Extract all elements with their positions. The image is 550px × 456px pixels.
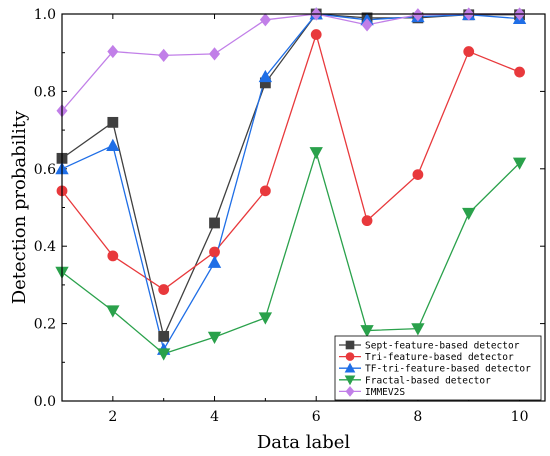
data-point-series-2 [310,29,322,40]
x-tick-label: 6 [312,409,321,425]
data-point-series-5 [412,8,424,22]
x-tick-label: 4 [210,409,219,425]
legend-entry-label: IMMEV2S [365,387,405,398]
data-point-series-4 [207,331,222,344]
data-point-series-4 [258,312,273,325]
x-tick-label: 8 [413,409,422,425]
legend-marker [345,352,355,361]
data-point-series-5 [361,18,373,32]
data-point-series-2 [412,169,424,181]
data-point-series-5 [107,44,119,59]
data-point-series-4 [360,325,374,338]
data-point-series-2 [107,250,119,262]
y-tick-label: 1.0 [34,7,56,23]
data-point-series-1 [209,217,220,229]
series-markers [55,7,527,361]
data-point-series-2 [158,284,170,295]
series-lines [61,13,521,355]
data-point-series-2 [209,246,220,258]
legend-marker [345,386,355,397]
legend: Sept-feature-based detectorTri-feature-b… [334,335,542,401]
data-point-series-2 [259,185,271,197]
legend-entry-label: Fractal-based detector [365,375,491,386]
data-point-series-3 [258,69,273,83]
legend-entry-label: Sept-feature-based detector [365,341,520,352]
data-point-series-1 [107,116,119,128]
series-line-3 [61,13,520,352]
legend-marker [344,362,356,373]
legend-marker [345,340,355,350]
series-line-1 [61,13,520,339]
data-point-series-4 [462,207,476,221]
data-point-series-2 [361,215,373,227]
legend-marker [344,375,356,386]
legend-entry-label: Tri-feature-based detector [365,352,514,363]
data-point-series-4 [411,323,425,336]
data-point-series-2 [463,46,475,57]
data-point-series-1 [158,330,170,342]
series-line-4 [61,150,521,355]
y-tick-label: 0.8 [34,84,56,100]
y-tick-label: 0.6 [34,162,56,178]
data-point-series-4 [106,305,120,318]
legend-entry-label: TF-tri-feature-based detector [365,364,531,375]
data-point-series-5 [259,13,271,27]
tick-labels: 2 4 6 8 10 0.0 0.2 0.4 0.6 0.8 1.0 [34,7,529,425]
data-point-series-5 [158,48,170,63]
x-axis-label: Data label [257,432,351,453]
x-tick-label: 2 [108,409,117,425]
data-point-series-5 [209,47,221,61]
data-point-series-3 [207,255,222,268]
data-point-series-3 [106,138,120,151]
series-line-2 [61,32,520,291]
y-tick-label: 0.2 [34,317,56,333]
data-point-series-4 [157,348,171,361]
y-tick-label: 0.4 [34,239,56,255]
y-tick-label: 0.0 [34,394,56,410]
data-point-series-4 [512,157,527,170]
data-point-series-4 [309,147,323,160]
data-point-series-2 [514,66,525,78]
y-axis-label: Detection probability [9,110,30,304]
x-tick-label: 10 [511,409,529,425]
plot-frame [61,13,546,402]
legend-box [334,335,542,401]
